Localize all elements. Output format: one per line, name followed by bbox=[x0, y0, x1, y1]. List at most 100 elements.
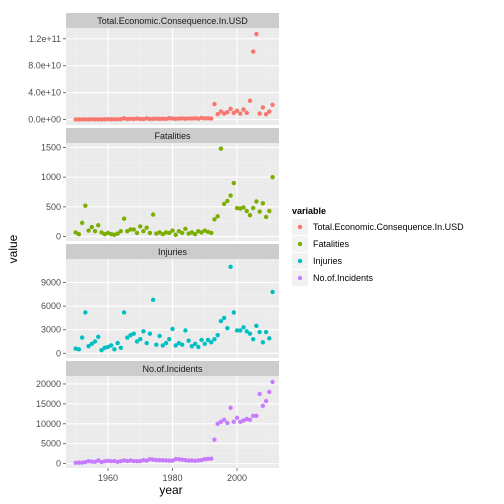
data-point bbox=[157, 116, 162, 122]
legend: variable Total.Economic.Consequence.In.U… bbox=[292, 206, 464, 286]
data-point bbox=[138, 336, 143, 342]
data-point bbox=[212, 217, 217, 222]
data-point bbox=[209, 230, 214, 236]
data-point bbox=[173, 232, 178, 237]
data-point bbox=[231, 419, 237, 424]
data-point bbox=[241, 325, 246, 330]
data-point bbox=[89, 341, 95, 347]
data-point bbox=[160, 231, 166, 237]
y-tick-label: 4.0e+10 bbox=[28, 88, 61, 98]
panels-layer: Total.Economic.Consequence.In.USD 0.0e+00… bbox=[28, 13, 279, 469]
data-point bbox=[228, 193, 233, 198]
data-point bbox=[83, 310, 88, 315]
data-point bbox=[179, 457, 185, 462]
data-point bbox=[218, 419, 224, 424]
data-point bbox=[160, 458, 166, 463]
data-point bbox=[247, 98, 253, 103]
data-point bbox=[96, 117, 101, 122]
data-point bbox=[179, 230, 185, 236]
data-point bbox=[134, 116, 140, 121]
data-point bbox=[112, 117, 117, 122]
data-point bbox=[267, 109, 272, 114]
data-point bbox=[196, 344, 201, 350]
data-point bbox=[170, 116, 175, 121]
x-tick-label: 1980 bbox=[162, 473, 182, 483]
data-point bbox=[247, 331, 253, 336]
data-point bbox=[125, 229, 130, 234]
data-point bbox=[257, 329, 262, 335]
data-point bbox=[234, 328, 240, 333]
data-point bbox=[141, 458, 146, 463]
y-tick-label: 1.2e+11 bbox=[29, 34, 61, 44]
data-point bbox=[250, 49, 256, 54]
data-point bbox=[209, 456, 214, 461]
data-point bbox=[173, 116, 178, 122]
legend-label: No.of.Incidents bbox=[313, 273, 374, 283]
data-point bbox=[225, 110, 230, 115]
data-point bbox=[257, 391, 262, 397]
data-point bbox=[186, 458, 191, 463]
data-point bbox=[160, 343, 166, 348]
data-point bbox=[218, 318, 224, 324]
data-point bbox=[202, 457, 207, 462]
data-point bbox=[179, 116, 185, 121]
facet-panel: Injuries 0 3000 6000 9000 bbox=[41, 244, 279, 358]
data-point bbox=[170, 326, 175, 332]
data-point bbox=[234, 108, 240, 114]
data-point bbox=[189, 116, 195, 121]
data-point bbox=[209, 116, 214, 121]
data-point bbox=[225, 420, 230, 426]
data-point bbox=[150, 212, 156, 217]
data-point bbox=[163, 340, 169, 346]
data-point bbox=[76, 347, 82, 352]
data-point bbox=[157, 458, 162, 463]
data-point bbox=[96, 223, 101, 228]
y-tick-label: 1000 bbox=[41, 172, 61, 182]
data-point bbox=[173, 343, 178, 348]
data-point bbox=[154, 457, 159, 463]
data-point bbox=[212, 101, 217, 107]
data-point bbox=[263, 329, 269, 335]
data-point bbox=[270, 174, 275, 180]
data-point bbox=[108, 459, 114, 464]
data-point bbox=[250, 336, 256, 342]
y-tick-label: 0.0e+00 bbox=[28, 115, 61, 125]
data-point bbox=[215, 112, 220, 117]
data-point bbox=[121, 216, 127, 221]
data-point bbox=[128, 227, 133, 232]
data-point bbox=[199, 115, 204, 121]
data-point bbox=[254, 413, 259, 419]
data-point bbox=[176, 116, 182, 121]
data-point bbox=[92, 339, 98, 344]
data-point bbox=[238, 111, 243, 116]
facet-strip bbox=[66, 244, 279, 259]
data-point bbox=[212, 437, 217, 442]
facet-strip-label: Fatalities bbox=[154, 131, 191, 141]
legend-marker bbox=[297, 241, 303, 247]
data-point bbox=[228, 264, 233, 270]
data-point bbox=[99, 230, 104, 235]
data-point bbox=[257, 111, 262, 116]
data-point bbox=[260, 403, 266, 409]
legend-title: variable bbox=[292, 206, 326, 216]
data-point bbox=[183, 116, 188, 121]
data-point bbox=[199, 337, 204, 343]
data-point bbox=[144, 225, 149, 230]
y-tick-label: 1500 bbox=[41, 142, 61, 152]
data-point bbox=[250, 413, 256, 419]
data-point bbox=[192, 458, 198, 464]
data-point bbox=[170, 228, 175, 233]
data-point bbox=[205, 337, 211, 343]
data-point bbox=[79, 335, 85, 340]
data-point bbox=[112, 347, 117, 352]
data-point bbox=[125, 335, 130, 340]
data-point bbox=[225, 325, 230, 331]
data-point bbox=[147, 230, 153, 236]
data-point bbox=[215, 333, 220, 338]
data-point bbox=[118, 345, 124, 350]
data-point bbox=[89, 117, 95, 122]
data-point bbox=[141, 329, 146, 334]
data-point bbox=[250, 205, 256, 211]
data-point bbox=[244, 208, 249, 214]
data-point bbox=[186, 338, 191, 343]
